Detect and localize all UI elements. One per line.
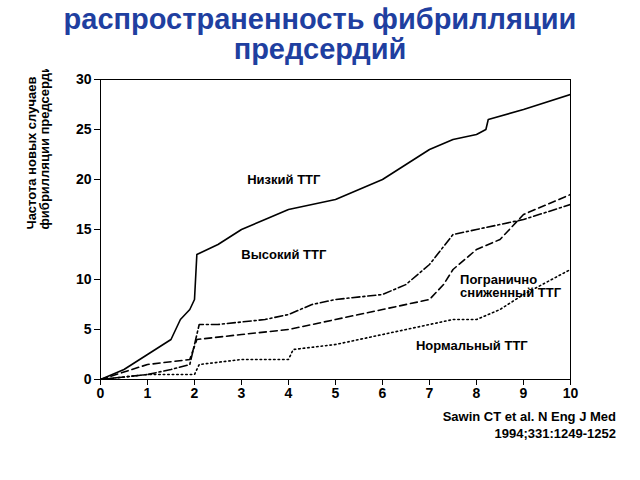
svg-text:Частота новых случаевфибрилляц: Частота новых случаевфибрилляции предсер… [24, 69, 52, 230]
svg-text:30: 30 [76, 71, 92, 87]
svg-text:Низкий ТТГ: Низкий ТТГ [247, 172, 321, 187]
svg-text:3: 3 [238, 385, 246, 401]
svg-text:25: 25 [76, 121, 92, 137]
svg-text:8: 8 [473, 385, 481, 401]
svg-text:20: 20 [76, 171, 92, 187]
svg-text:0: 0 [84, 371, 92, 387]
svg-text:7: 7 [426, 385, 434, 401]
svg-text:5: 5 [332, 385, 340, 401]
svg-text:Пограничносниженный ТТГ: Пограничносниженный ТТГ [460, 272, 562, 300]
svg-text:4: 4 [285, 385, 293, 401]
svg-text:6: 6 [379, 385, 387, 401]
svg-text:10: 10 [563, 385, 579, 401]
svg-text:9: 9 [520, 385, 528, 401]
svg-text:1: 1 [144, 385, 152, 401]
svg-text:Высокий ТТГ: Высокий ТТГ [241, 247, 327, 262]
html-text:распространенность фибрилляции: распространенность фибрилляции предсерди… [63, 3, 577, 66]
svg-text:10: 10 [76, 271, 92, 287]
svg-text:Нормальный ТТГ: Нормальный ТТГ [416, 338, 528, 353]
html-text:Sawin CT et al. N Eng J Med: Sawin CT et al. N Eng J Med [442, 408, 616, 424]
svg-text:2: 2 [191, 385, 199, 401]
svg-text:0: 0 [97, 385, 105, 401]
svg-text:5: 5 [84, 321, 92, 337]
svg-text:15: 15 [76, 221, 92, 237]
html-text:1994;331:1249-1252: 1994;331:1249-1252 [494, 425, 616, 441]
